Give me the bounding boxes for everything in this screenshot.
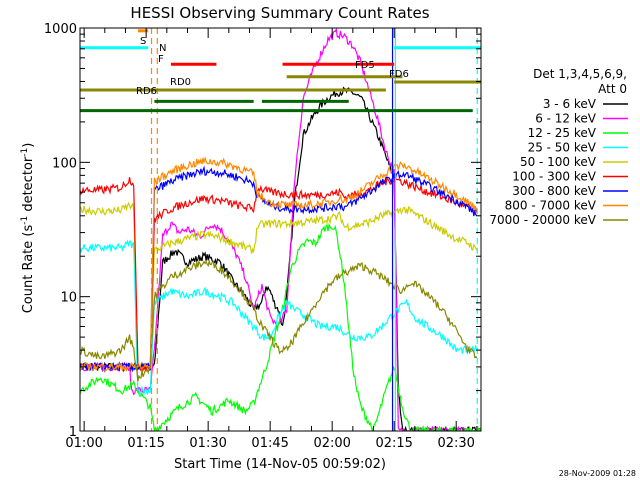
legend-header-2: Att 0	[598, 82, 627, 96]
legend-label-8: 7000 - 20000 keV	[489, 213, 596, 227]
x-tick-label: 01:30	[189, 436, 226, 451]
x-tick-label: 02:00	[313, 436, 350, 451]
flag-label-fd5: FD5	[355, 60, 375, 71]
x-tick-label: 01:15	[127, 436, 164, 451]
legend-label-6: 300 - 800 keV	[512, 184, 596, 198]
series-line-7	[80, 155, 478, 373]
legend-label-1: 6 - 12 keV	[535, 112, 597, 126]
series-line-6	[80, 165, 478, 373]
plot-frame	[79, 27, 482, 432]
legend-header: Det 1,3,4,5,6,9,	[533, 67, 627, 81]
legend-label-5: 100 - 300 keV	[512, 170, 596, 184]
plot-area	[80, 28, 481, 431]
timestamp: 28-Nov-2009 01:28	[559, 469, 636, 478]
x-tick-label: 01:45	[251, 436, 288, 451]
flag-label-rd6: RD6	[136, 86, 157, 97]
y-axis-label: Count Rate (s-1 detector-1)	[20, 143, 36, 314]
y-axis-ticks: 1 10 100 1000	[44, 22, 481, 440]
series-line-3	[80, 239, 478, 396]
series-line-0	[80, 86, 481, 431]
legend-label-4: 50 - 100 keV	[520, 155, 597, 169]
x-axis-label: Start Time (14-Nov-05 00:59:02)	[174, 457, 386, 472]
series-line-2	[80, 222, 481, 431]
chart-title: HESSI Observing Summary Count Rates	[130, 4, 429, 22]
legend-label-0: 3 - 6 keV	[543, 97, 597, 111]
x-tick-label: 02:30	[437, 436, 474, 451]
y-tick-label: 1	[69, 425, 77, 440]
series-line-8	[80, 258, 478, 382]
legend-label-2: 12 - 25 keV	[528, 126, 597, 140]
flag-label-fd6: FD6	[389, 69, 409, 80]
x-tick-label: 01:00	[65, 436, 102, 451]
flag-label-f: F	[158, 54, 164, 65]
flag-label-rd0: RD0	[170, 77, 191, 88]
x-axis-ticks: 01:00 01:15 01:30 01:45 02:00 02:15 02:30	[65, 28, 478, 451]
legend-label-7: 800 - 7000 keV	[505, 199, 597, 213]
legend-label-3: 25 - 50 keV	[528, 141, 597, 155]
y-tick-label: 1000	[44, 22, 77, 37]
y-tick-label: 10	[60, 291, 77, 306]
x-tick-label: 02:15	[375, 436, 412, 451]
flag-label-n: N	[159, 43, 166, 54]
y-tick-label: 100	[52, 156, 77, 171]
flag-label-s: S	[140, 36, 146, 47]
